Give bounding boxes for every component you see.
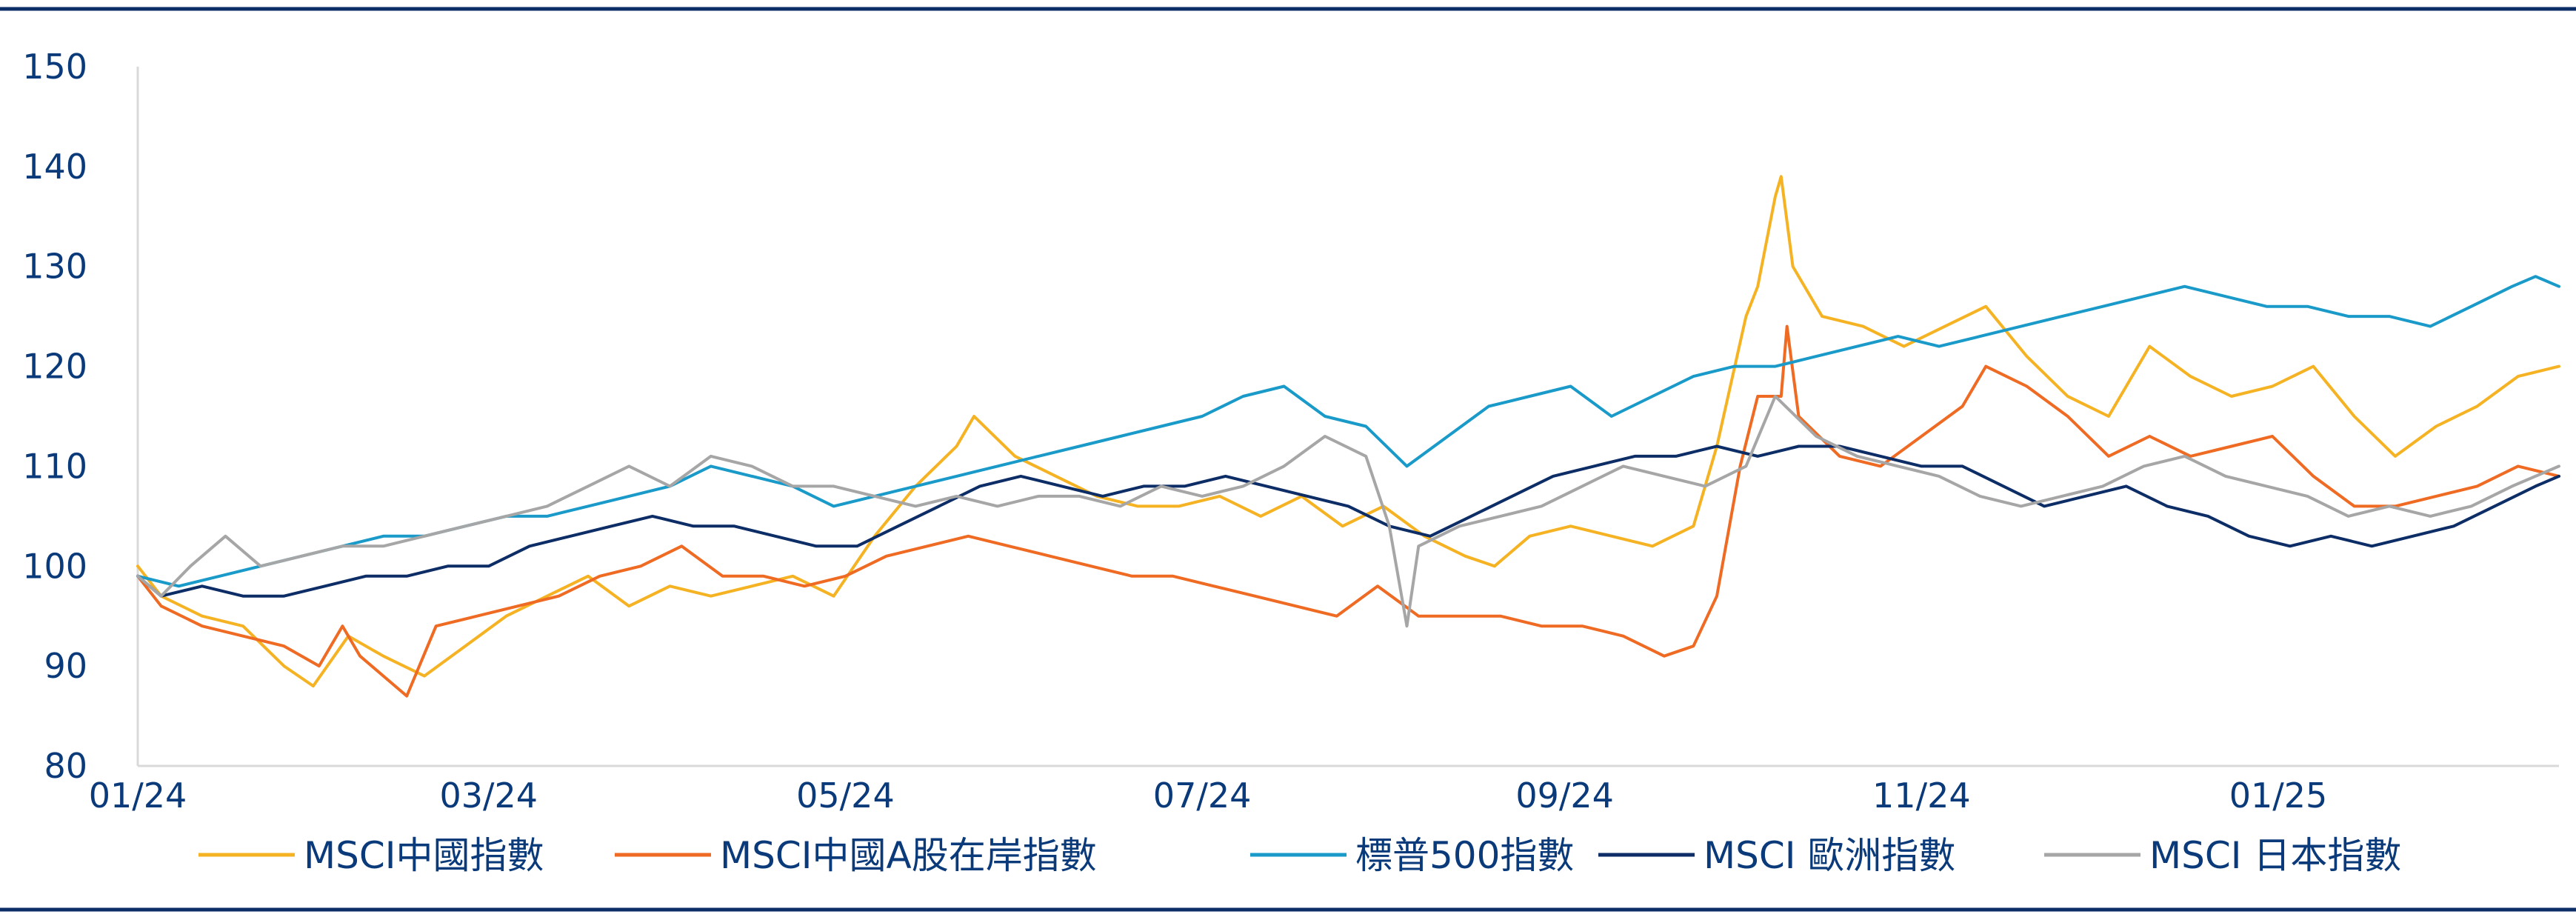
x-tick-label: 11/24 xyxy=(1872,776,1971,816)
y-tick-label: 110 xyxy=(22,446,87,486)
series-line-3 xyxy=(136,275,2560,588)
x-tick-label: 07/24 xyxy=(1153,776,1252,816)
y-tick-label: 120 xyxy=(22,347,87,387)
y-tick-label: 150 xyxy=(22,47,87,87)
legend-label: MSCI 日本指數 xyxy=(2149,834,2401,877)
y-axis-tick-labels: 80 90 100 110 120 130 140 150 xyxy=(22,47,87,786)
x-tick-label: 03/24 xyxy=(439,776,538,816)
y-tick-label: 100 xyxy=(22,546,87,586)
legend-label: 標普500指數 xyxy=(1355,834,1574,877)
legend-label: MSCI中國A股在岸指數 xyxy=(720,834,1097,877)
x-tick-label: 01/24 xyxy=(89,776,187,816)
y-tick-label: 90 xyxy=(44,646,87,686)
series-line-4 xyxy=(136,444,2560,598)
x-tick-label: 05/24 xyxy=(796,776,895,816)
series-line-5 xyxy=(136,395,2560,628)
y-tick-label: 140 xyxy=(22,147,87,187)
legend: MSCI中國指數 MSCI中國A股在岸指數 標普500指數 MSCI 歐洲指數 MSCI… xyxy=(198,834,2401,877)
series-line-2 xyxy=(136,324,2560,698)
x-tick-label: 09/24 xyxy=(1515,776,1614,816)
x-axis-tick-labels: 01/24 03/24 05/24 07/24 09/24 11/24 01/25 xyxy=(89,776,2328,816)
y-tick-label: 80 xyxy=(44,746,87,786)
legend-label: MSCI中國指數 xyxy=(304,834,544,877)
y-tick-label: 130 xyxy=(22,247,87,287)
x-tick-label: 01/25 xyxy=(2229,776,2328,816)
legend-label: MSCI 歐洲指數 xyxy=(1704,834,1955,877)
series-lines xyxy=(136,175,2560,698)
